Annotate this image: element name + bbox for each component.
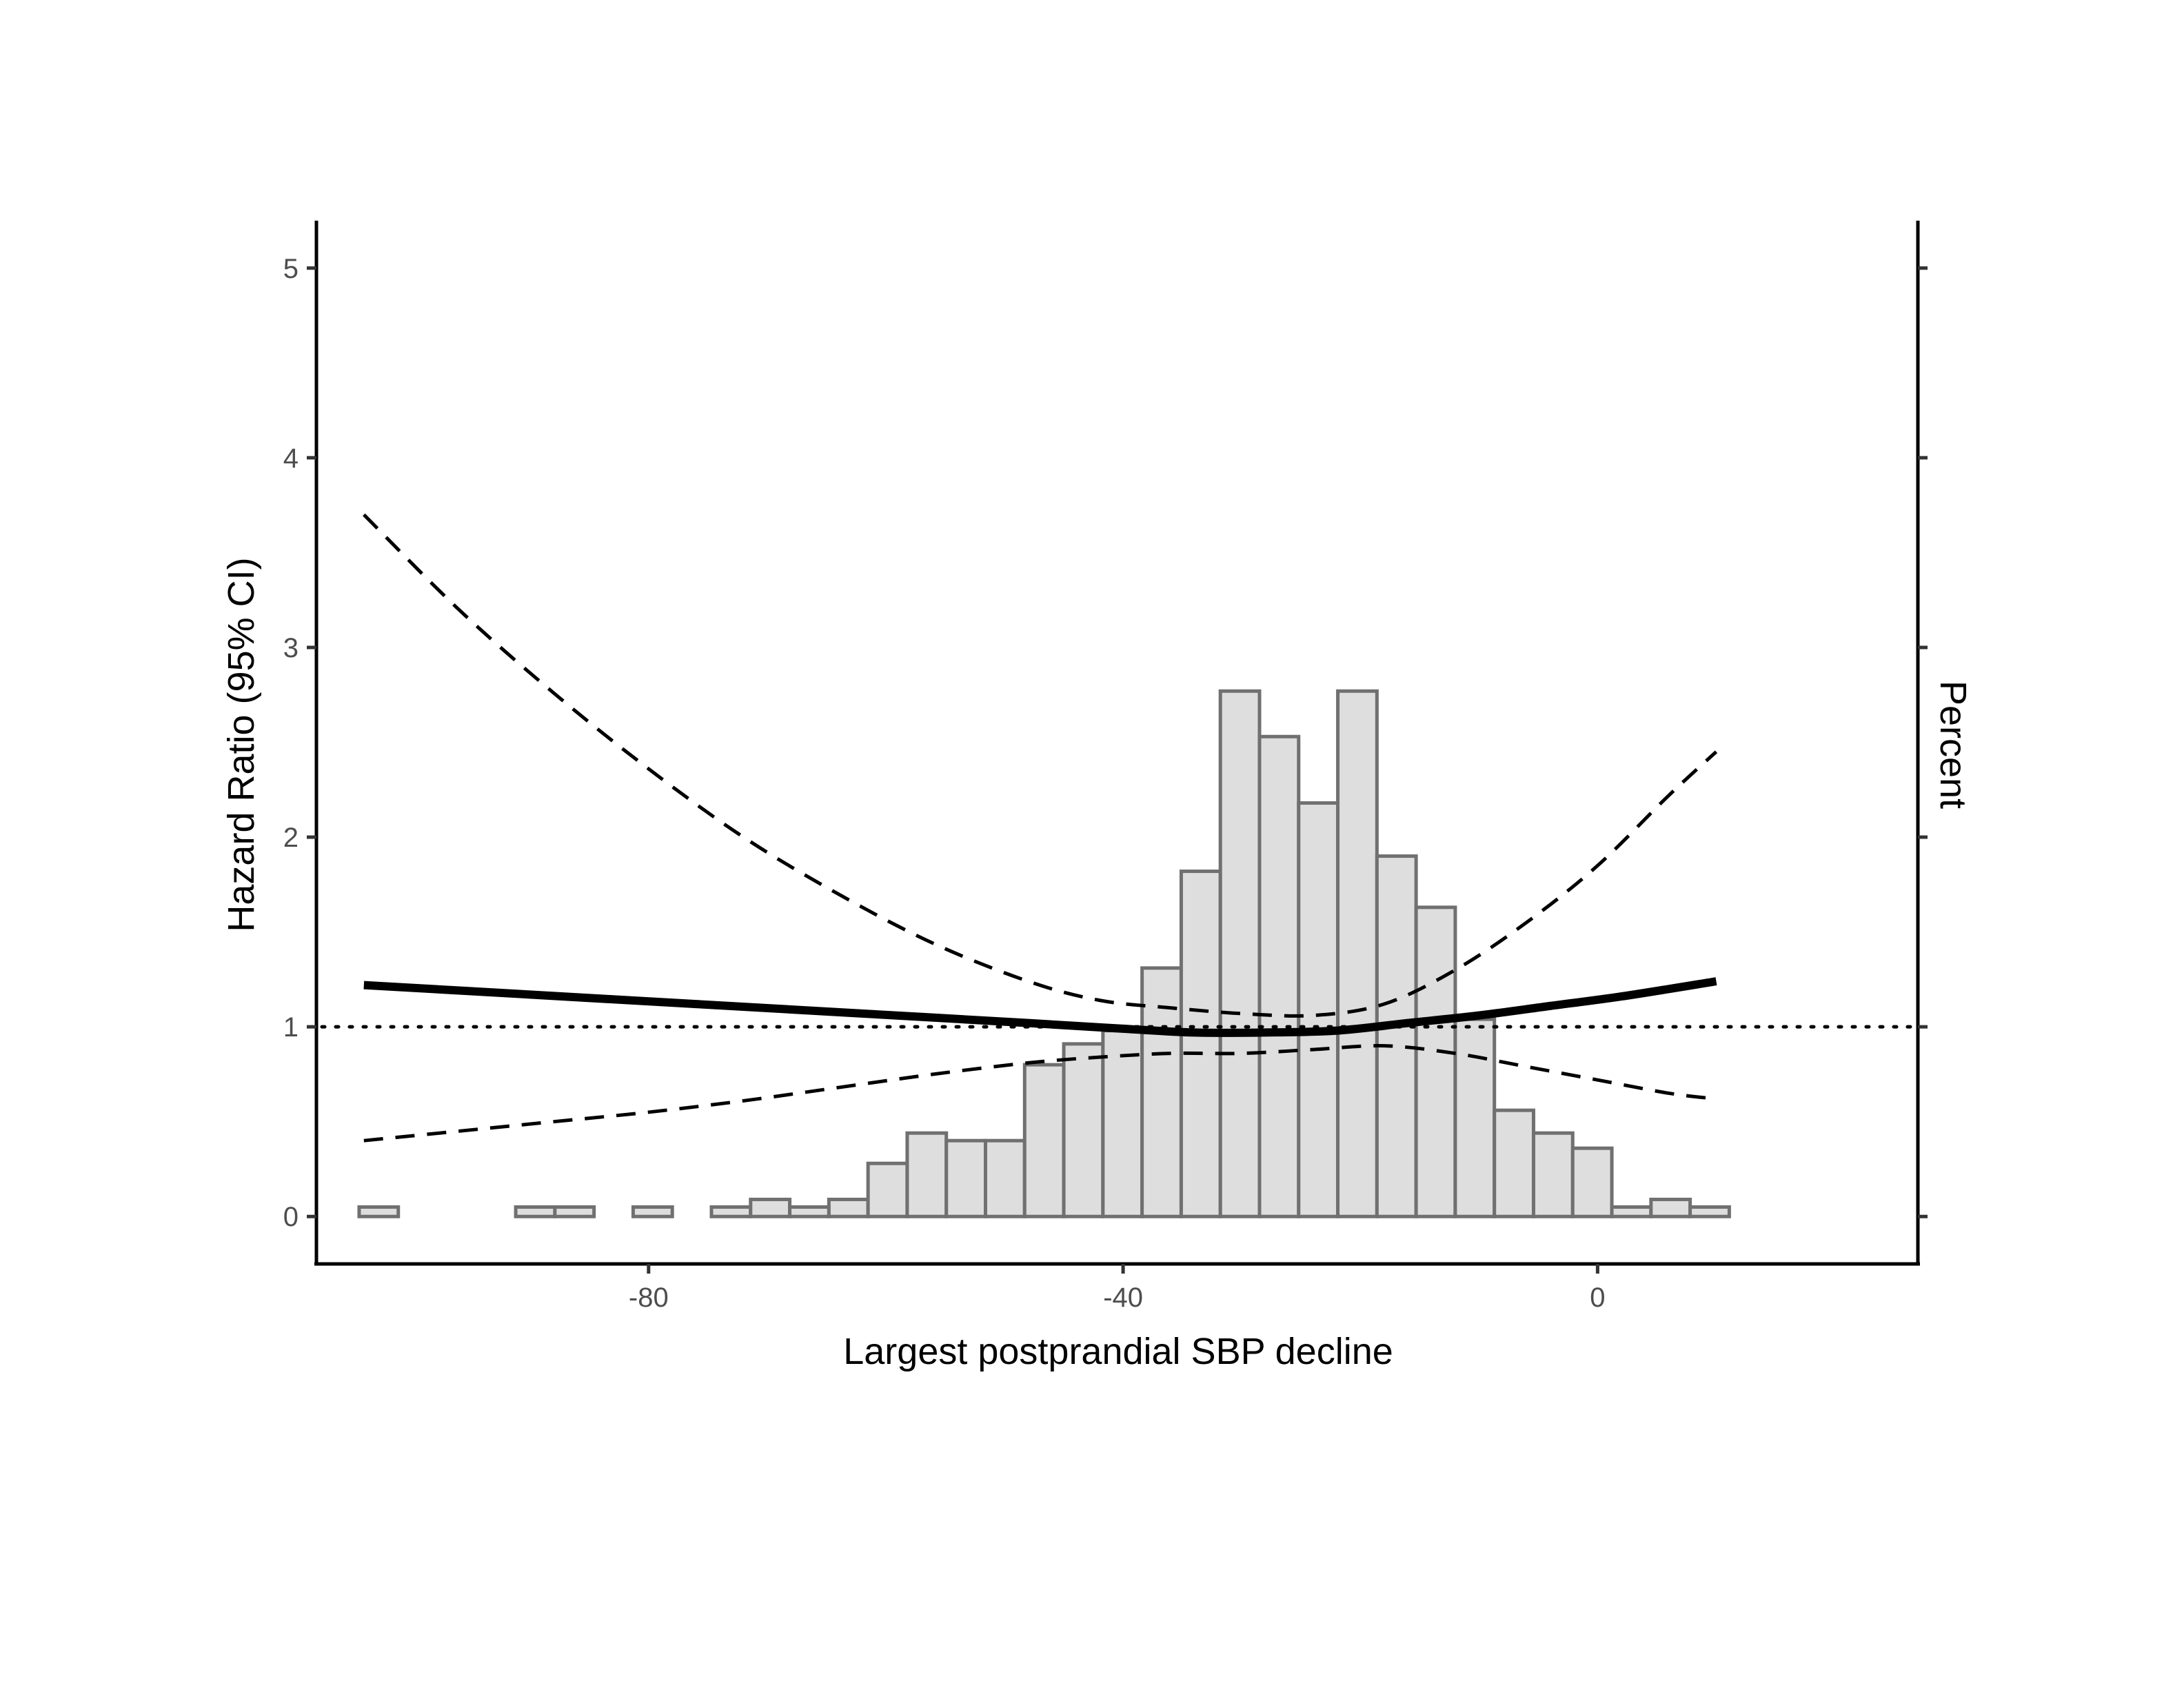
histogram-bar-30	[1531, 1131, 1575, 1218]
histogram-bar-34	[1688, 1205, 1731, 1218]
y-tick-label: 5	[283, 254, 299, 284]
y-tick-label: 0	[283, 1202, 299, 1232]
series-layer	[363, 513, 1718, 1143]
lower-ci-line	[363, 1044, 1717, 1143]
histogram-bar-20	[1140, 966, 1183, 1218]
histogram-bar-10	[749, 1197, 792, 1218]
histogram-bar-5	[553, 1205, 596, 1218]
histogram-bar-24	[1297, 801, 1340, 1218]
y-tick-label: 3	[283, 633, 299, 663]
histogram-bar-17	[1022, 1063, 1066, 1218]
y-tick-label: 1	[283, 1012, 299, 1043]
histogram-bar-25	[1336, 689, 1379, 1218]
histogram-bar-32	[1610, 1205, 1653, 1218]
y2-axis-title: Percent	[1932, 681, 1974, 809]
y-axis-title: Hazard Ratio (95% CI)	[221, 557, 262, 932]
histogram-bar-18	[1062, 1042, 1105, 1218]
x-axis-title: Largest postprandial SBP decline	[843, 1331, 1393, 1372]
y-tick-label: 2	[283, 823, 299, 853]
ticks: -80 -40 0 0 1 2 3 4 5	[283, 254, 1928, 1313]
histogram-bar-11	[788, 1205, 831, 1218]
hazard-ratio-line	[363, 977, 1717, 1037]
x-tick-label: -40	[1103, 1283, 1143, 1313]
histogram-bar-23	[1257, 734, 1301, 1218]
histogram-bar-31	[1570, 1146, 1614, 1218]
x-tick-label: -80	[629, 1283, 669, 1313]
histogram-bar-22	[1218, 689, 1262, 1218]
histogram-bar-0	[357, 1205, 401, 1218]
histogram-bar-15	[944, 1138, 987, 1218]
histogram-bar-19	[1101, 1029, 1144, 1218]
histogram	[357, 689, 1731, 1218]
histogram-bar-33	[1649, 1197, 1692, 1218]
histogram-bar-12	[827, 1197, 870, 1218]
histogram-bar-16	[983, 1138, 1027, 1218]
histogram-bar-21	[1179, 870, 1222, 1218]
axes	[314, 221, 1920, 1266]
histogram-bar-9	[709, 1205, 753, 1218]
histogram-bar-13	[866, 1161, 909, 1218]
histogram-bar-4	[514, 1205, 557, 1218]
histogram-bar-27	[1414, 905, 1457, 1218]
histogram-bar-28	[1453, 1017, 1497, 1218]
y-tick-label: 4	[283, 443, 299, 474]
histogram-bar-14	[905, 1131, 949, 1218]
histogram-bar-29	[1493, 1108, 1535, 1218]
histogram-bar-26	[1375, 854, 1418, 1218]
histogram-bar-7	[631, 1205, 674, 1218]
upper-ci-line	[363, 513, 1718, 1018]
x-tick-label: 0	[1590, 1283, 1605, 1313]
